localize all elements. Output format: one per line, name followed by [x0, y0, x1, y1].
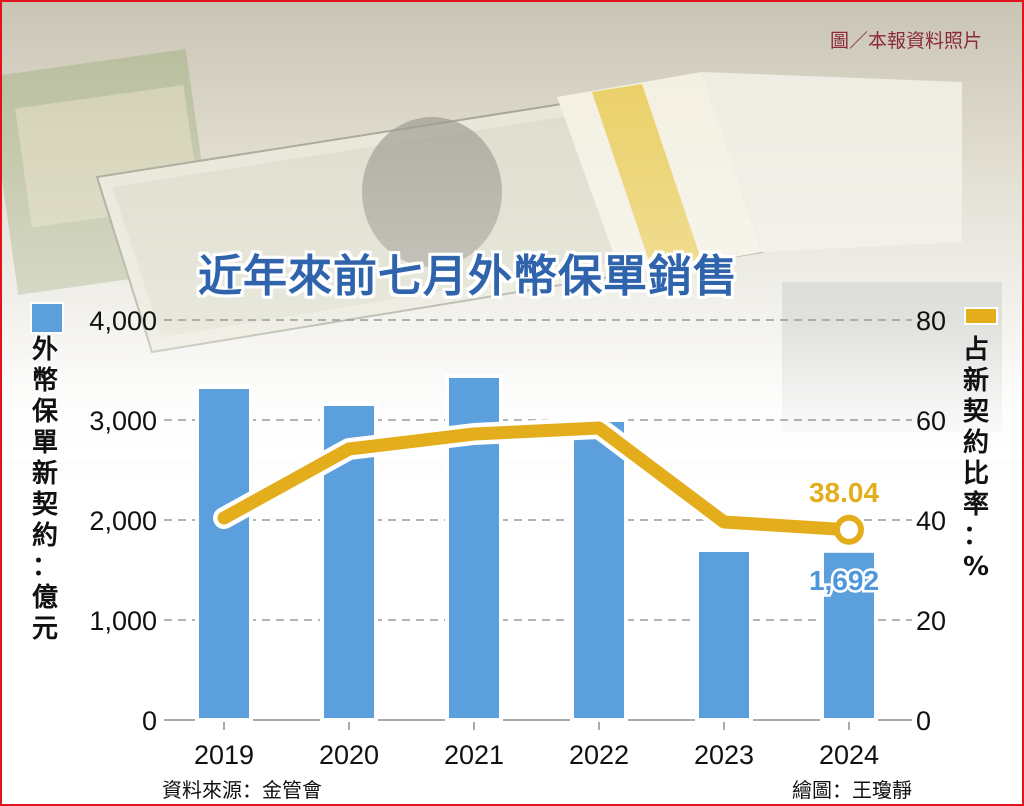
svg-text:0: 0: [142, 706, 157, 736]
svg-text:2019: 2019: [194, 740, 254, 770]
bar-legend-swatch: [30, 302, 64, 334]
bar-2023: [695, 548, 753, 722]
gridlines: [164, 319, 912, 621]
left-axis-label: 外幣保單新契約：億元: [31, 335, 58, 644]
line-last-value-label: 38.04: [809, 477, 879, 508]
svg-text:2023: 2023: [694, 740, 754, 770]
line-legend-swatch: [964, 307, 998, 325]
bar-last-value-label: 1,692: [809, 565, 879, 596]
svg-text:2022: 2022: [569, 740, 629, 770]
svg-text:2021: 2021: [444, 740, 504, 770]
chart-author: 繪圖：王瓊靜: [792, 778, 912, 802]
svg-text:80: 80: [916, 306, 946, 336]
right-axis-ticks: 80 60 40 20 0: [916, 306, 946, 736]
svg-text:60: 60: [916, 406, 946, 436]
svg-text:3,000: 3,000: [89, 406, 157, 436]
svg-text:4,000: 4,000: [89, 306, 157, 336]
photo-credit: 圖／本報資料照片: [829, 30, 982, 52]
bar-2019: [195, 385, 253, 722]
chart-title: 近年來前七月外幣保單銷售: [198, 251, 738, 302]
svg-text:1,000: 1,000: [89, 606, 157, 636]
data-source: 資料來源：金管會: [162, 778, 322, 802]
bar-2024: [820, 548, 878, 722]
svg-text:40: 40: [916, 506, 946, 536]
line-series: [213, 417, 864, 545]
right-axis-label: 占新契約比率：%: [962, 335, 990, 582]
x-axis-ticks: 2019 2020 2021 2022 2023 2024: [194, 740, 879, 770]
svg-text:0: 0: [916, 706, 931, 736]
bar-2022: [570, 418, 628, 722]
svg-text:2020: 2020: [319, 740, 379, 770]
money-background-image: [2, 2, 1022, 462]
line-last-point-marker: [834, 514, 864, 545]
left-axis-ticks: 4,000 3,000 2,000 1,000 0: [89, 306, 157, 736]
svg-text:20: 20: [916, 606, 946, 636]
svg-text:2024: 2024: [819, 740, 879, 770]
svg-text:2,000: 2,000: [89, 506, 157, 536]
